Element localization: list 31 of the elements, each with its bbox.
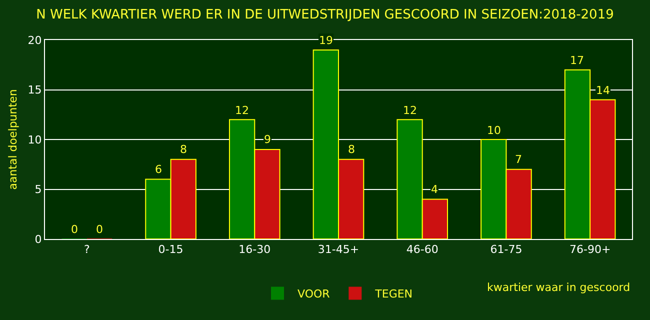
data-label: 10 [487,124,501,137]
data-label: 17 [570,54,584,67]
data-label: 14 [596,84,610,97]
y-tick-label: 20 [28,34,42,47]
x-tick-label: 61-75 [490,243,522,256]
data-label: 9 [264,133,271,146]
x-tick-label: 46-60 [406,243,438,256]
x-tick-label: ? [84,243,90,256]
data-label: 8 [180,143,187,156]
data-label: 6 [155,163,162,176]
legend-label: VOOR [298,288,330,301]
y-tick-label: 15 [28,84,42,97]
data-label: 0 [96,223,103,236]
data-label: 4 [431,183,438,196]
y-tick-label: 10 [28,133,42,146]
data-label: 12 [235,104,249,117]
data-label: 7 [515,153,522,166]
y-axis-title: aantal doelpunten [6,89,20,190]
x-axis-title: kwartier waar in gescoord [487,281,630,294]
chart-title: N WELK KWARTIER WERD ER IN DE UITWEDSTRIJDEN GESCOORD IN SEIZOEN:2018-2019 [36,8,614,23]
data-label: 8 [348,143,355,156]
x-tick-label: 31-45+ [318,243,360,256]
data-label: 0 [71,223,78,236]
legend-label: TEGEN [374,288,413,301]
x-tick-label: 76-90+ [569,243,611,256]
x-tick-label: 0-15 [158,243,184,256]
x-tick-label: 16-30 [238,243,271,256]
y-tick-label: 5 [34,183,42,196]
data-label: 12 [403,104,417,117]
y-tick-label: 0 [34,232,42,246]
data-label: 19 [319,34,333,47]
